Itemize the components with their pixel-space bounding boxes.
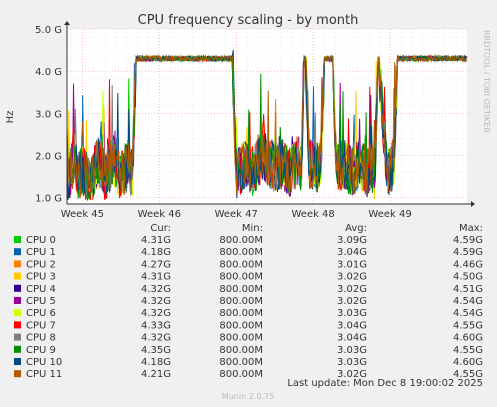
legend-value-min: 800.00M	[219, 369, 263, 380]
legend-value-cur: 4.18G	[141, 247, 171, 258]
y-tick-label: 5.0 G	[35, 25, 62, 36]
legend-value-min: 800.00M	[219, 259, 263, 270]
legend-series-name: CPU 3	[26, 272, 56, 283]
legend-value-min: 800.00M	[219, 308, 263, 319]
legend-value-min: 800.00M	[219, 320, 263, 331]
legend-series-name: CPU 6	[26, 308, 56, 319]
legend-value-avg: 3.01G	[337, 259, 367, 270]
legend-value-max: 4.55G	[453, 320, 483, 331]
y-axis-label: Hz	[5, 111, 16, 124]
legend-value-min: 800.00M	[219, 247, 263, 258]
last-update: Last update: Mon Dec 8 19:00:02 2025	[287, 378, 483, 389]
legend-value-max: 4.50G	[453, 272, 483, 283]
legend-swatch	[14, 272, 21, 280]
legend-value-cur: 4.32G	[141, 333, 171, 344]
legend-swatch	[14, 321, 21, 329]
x-tick-label: Week 48	[291, 209, 334, 220]
legend-header-cur: Cur:	[150, 223, 171, 234]
y-tick-label: 4.0 G	[35, 67, 62, 78]
legend-header-min: Min:	[242, 223, 263, 234]
legend-value-cur: 4.35G	[141, 345, 171, 356]
legend-value-max: 4.55G	[453, 345, 483, 356]
legend-swatch	[14, 297, 21, 304]
legend-swatch	[14, 248, 21, 256]
legend-value-max: 4.54G	[453, 308, 483, 319]
legend-value-max: 4.51G	[453, 284, 483, 295]
legend-series-name: CPU 8	[26, 333, 56, 344]
series-line	[66, 54, 468, 199]
legend-series-name: CPU 4	[26, 284, 56, 295]
legend-swatch	[14, 370, 21, 378]
x-axis-arrow	[471, 201, 475, 207]
legend-header-avg: Avg:	[345, 223, 367, 234]
legend-value-max: 4.54G	[453, 296, 483, 307]
legend-value-avg: 3.03G	[337, 345, 367, 356]
legend-value-cur: 4.33G	[141, 320, 171, 331]
x-tick-label: Week 47	[215, 209, 258, 220]
legend-value-avg: 3.02G	[337, 272, 367, 283]
legend-swatch	[14, 309, 21, 317]
legend-value-cur: 4.27G	[141, 259, 171, 270]
legend-value-min: 800.00M	[219, 333, 263, 344]
series-lines	[66, 50, 468, 202]
legend-series-name: CPU 1	[26, 247, 56, 258]
legend-value-max: 4.59G	[453, 247, 483, 258]
legend-series-name: CPU 2	[26, 259, 56, 270]
legend-value-cur: 4.32G	[141, 284, 171, 295]
legend-value-cur: 4.21G	[141, 369, 171, 380]
legend-value-avg: 3.03G	[337, 357, 367, 368]
legend-value-min: 800.00M	[219, 357, 263, 368]
legend-value-avg: 3.02G	[337, 369, 367, 380]
legend-swatch	[14, 333, 21, 341]
legend-swatch	[14, 260, 21, 268]
legend-value-max: 4.60G	[453, 357, 483, 368]
legend-swatch	[14, 284, 21, 292]
legend-value-avg: 3.02G	[337, 296, 367, 307]
legend-value-cur: 4.31G	[141, 235, 171, 246]
legend-series-name: CPU 0	[26, 235, 56, 246]
y-tick-label: 1.0 G	[35, 194, 62, 205]
y-tick-label: 3.0 G	[35, 109, 62, 120]
rrdtool-watermark: RRDTOOL / TOBI OETIKER	[482, 30, 491, 133]
legend-value-avg: 3.04G	[337, 333, 367, 344]
legend: Cur: Min: Avg: Max: CPU 0 4.31G 800.00M 3.09G 4.…	[14, 223, 483, 380]
legend-value-avg: 3.09G	[337, 235, 367, 246]
legend-series-name: CPU 5	[26, 296, 56, 307]
chart-title: CPU frequency scaling - by month	[138, 13, 359, 28]
legend-value-min: 800.00M	[219, 272, 263, 283]
x-tick-label: Week 49	[368, 209, 411, 220]
x-tick-label: Week 45	[61, 209, 104, 220]
legend-value-max: 4.59G	[453, 235, 483, 246]
legend-value-avg: 3.04G	[337, 247, 367, 258]
legend-series-name: CPU 10	[26, 357, 62, 368]
legend-value-max: 4.46G	[453, 259, 483, 270]
legend-series-name: CPU 11	[26, 369, 62, 380]
munin-version: Munin 2.0.75	[222, 392, 274, 401]
legend-swatch	[14, 358, 21, 365]
axes	[64, 21, 475, 207]
legend-series-name: CPU 7	[26, 320, 56, 331]
legend-value-max: 4.60G	[453, 333, 483, 344]
legend-value-cur: 4.32G	[141, 296, 171, 307]
y-axis-arrow	[64, 21, 70, 25]
legend-header-max: Max:	[459, 223, 483, 234]
legend-value-avg: 3.02G	[337, 284, 367, 295]
legend-value-cur: 4.32G	[141, 308, 171, 319]
legend-value-cur: 4.31G	[141, 272, 171, 283]
legend-value-min: 800.00M	[219, 284, 263, 295]
legend-value-avg: 3.03G	[337, 308, 367, 319]
legend-swatch	[14, 345, 21, 353]
legend-swatch	[14, 236, 21, 243]
y-tick-label: 2.0 G	[35, 152, 62, 163]
legend-value-min: 800.00M	[219, 296, 263, 307]
legend-value-min: 800.00M	[219, 235, 263, 246]
legend-value-cur: 4.18G	[141, 357, 171, 368]
legend-value-avg: 3.04G	[337, 320, 367, 331]
legend-value-max: 4.55G	[453, 369, 483, 380]
x-tick-label: Week 46	[138, 209, 181, 220]
legend-series-name: CPU 9	[26, 345, 56, 356]
legend-value-min: 800.00M	[219, 345, 263, 356]
axis-ticks: 1.0 G 2.0 G 3.0 G 4.0 G 5.0 G Week 45 Week 46 W…	[35, 25, 412, 220]
